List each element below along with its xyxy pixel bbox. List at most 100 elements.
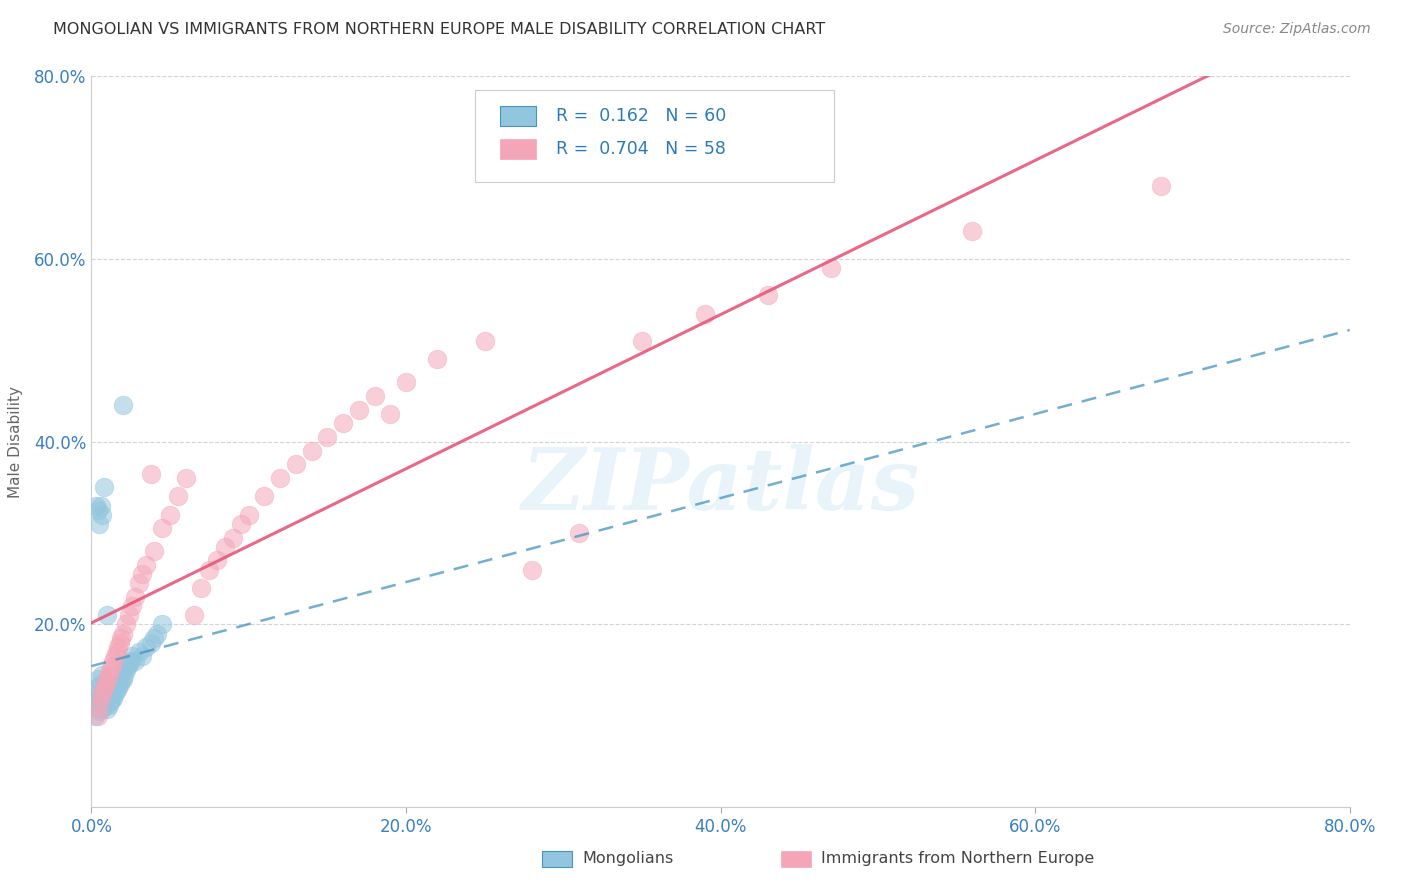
Point [316,430,339,444]
FancyBboxPatch shape [501,106,536,127]
Point [107,640,129,655]
Point [131,567,153,582]
Point [90,499,112,513]
Point [96,683,118,698]
Point [150,521,173,535]
Point [214,540,236,554]
Point [94,686,117,700]
Point [96,673,118,687]
Point [104,686,127,700]
Point [380,407,402,421]
Point [269,471,291,485]
Point [94,677,117,691]
Point [110,674,132,689]
Point [115,617,138,632]
Point [111,626,134,640]
Point [118,656,141,670]
Point [347,402,370,417]
Point [90,690,112,705]
Point [104,649,127,664]
Point [105,645,128,659]
Point [90,701,112,715]
Point [86,699,108,714]
Point [174,471,197,485]
Point [426,352,449,367]
Point [90,692,112,706]
Point [111,663,134,677]
Point [93,699,115,714]
Point [756,288,779,302]
Point [229,516,252,531]
Point [117,658,139,673]
Point [108,677,131,691]
Point [89,704,111,718]
Point [150,617,173,632]
Point [93,480,115,494]
Point [112,667,135,681]
Point [141,467,163,481]
Y-axis label: Male Disability: Male Disability [8,385,22,498]
Point [97,689,120,703]
Point [103,681,125,696]
Point [520,563,543,577]
Point [146,626,169,640]
Point [205,553,228,567]
Point [474,334,496,348]
Point [91,667,114,681]
Point [183,608,205,623]
Text: R =  0.162   N = 60: R = 0.162 N = 60 [555,107,725,125]
Point [98,686,121,700]
Text: ZIPatlas: ZIPatlas [522,443,920,527]
Point [124,590,146,604]
Point [105,683,128,698]
Point [107,680,129,694]
FancyBboxPatch shape [501,139,536,159]
Point [103,690,125,705]
Point [128,576,150,591]
Point [86,673,108,687]
Point [198,563,221,577]
Point [110,631,132,645]
Point [135,558,157,572]
Point [93,690,115,705]
Point [222,531,245,545]
Point [97,698,120,712]
Point [143,544,166,558]
Text: Immigrants from Northern Europe: Immigrants from Northern Europe [821,851,1094,866]
Point [101,692,124,706]
Point [83,708,105,723]
Point [284,458,307,472]
Point [96,701,118,715]
Point [91,686,114,700]
Point [159,508,181,522]
Point [94,695,117,709]
Point [1150,178,1173,193]
Point [89,699,111,714]
Text: R =  0.704   N = 58: R = 0.704 N = 58 [555,140,725,158]
Point [301,443,323,458]
Point [84,681,107,696]
Point [568,526,591,541]
Text: Source: ZipAtlas.com: Source: ZipAtlas.com [1223,22,1371,37]
Point [84,499,107,513]
Point [93,681,115,696]
Point [91,698,114,712]
Point [135,640,157,655]
Point [111,673,134,687]
Point [120,654,142,668]
Point [101,683,124,698]
Point [97,667,120,681]
Point [121,649,143,664]
Point [332,416,354,431]
Point [141,635,163,649]
Point [167,489,190,503]
Point [962,224,984,238]
Point [96,608,118,623]
Point [143,631,166,645]
Point [238,508,260,522]
Point [190,581,212,595]
Point [91,689,114,703]
Point [118,608,141,623]
Point [89,695,111,709]
Point [128,645,150,659]
